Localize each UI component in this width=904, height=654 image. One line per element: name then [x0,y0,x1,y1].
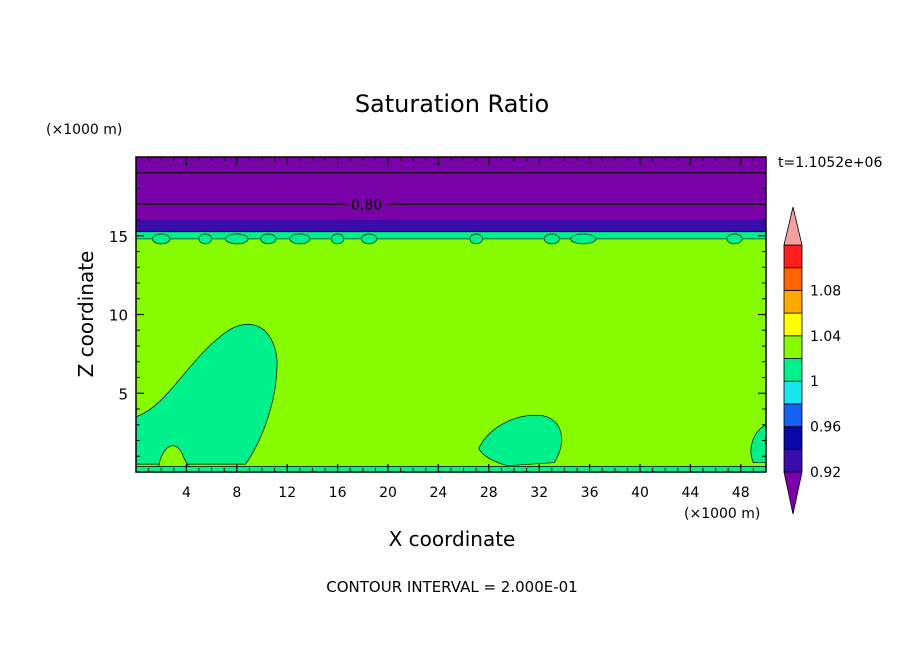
y-tick-label: 10 [109,307,128,325]
region-strip-bump [198,233,212,245]
colorbar-bin [783,403,803,427]
x-tick-label: 16 [329,485,347,501]
region-strip-bump [543,233,560,245]
x-tick-label: 48 [732,485,750,501]
x-tick-label: 8 [232,485,241,501]
colorbar-bin [783,335,803,359]
region-strip-bump [152,233,171,245]
region-blob-left-pocket [158,445,190,468]
region-strip-bump [225,233,249,245]
x-axis-label: X coordinate [389,527,516,551]
region-upper-dry-layer [136,157,766,220]
colorbar-bin [783,448,803,473]
region-strip-bump [331,233,345,245]
colorbar-bin [783,358,803,382]
x-tick-label: 44 [681,485,699,501]
colorbar-tick-label: 0.96 [810,420,841,436]
x-tick-label: 40 [631,485,649,501]
y-unit-label: (×1000 m) [46,122,122,138]
region-blob-left [135,323,278,465]
y-axis-label: Z coordinate [74,251,98,378]
y-tick-label: 5 [118,385,128,403]
chart-title: Saturation Ratio [355,90,549,118]
region-blob-right-edge [750,424,767,463]
x-tick-label: 20 [379,485,397,501]
y-tick-label: 15 [109,228,128,246]
region-strip-bump [469,233,483,245]
colorbar-bin [783,380,803,405]
region-strip-bump [361,233,377,245]
colorbar-under-triangle [783,471,803,515]
contour-label: 0.80 [351,197,382,213]
region-blob-middle [478,414,562,467]
x-tick-label: 28 [480,485,498,501]
colorbar-tick-label: 1.08 [810,283,841,299]
colorbar-tick-label: 1 [810,374,819,390]
x-unit-label: (×1000 m) [684,506,760,522]
colorbar-over-triangle [783,206,803,246]
x-tick-label: 12 [278,485,296,501]
x-tick-label: 4 [182,485,191,501]
colorbar-tick-label: 0.92 [810,465,841,481]
region-strip-bump [726,233,743,245]
colorbar-bin [783,244,803,269]
contour-field [135,157,767,472]
region-strip-bump [289,233,311,245]
colorbar-bin [783,267,803,291]
colorbar: 1.08 1.04 1 0.96 0.92 [783,206,841,515]
colorbar-bin [783,289,803,314]
region-transition-band [136,220,766,232]
contour-interval-footer: CONTOUR INTERVAL = 2.000E-01 [326,578,577,596]
region-strip-bump [570,233,597,245]
x-tick-label: 32 [530,485,548,501]
colorbar-bin [783,312,803,337]
x-tick-label: 24 [429,485,447,501]
colorbar-bin [783,426,803,450]
contour-lines: 0.80 [136,172,766,213]
time-label: t=1.1052e+06 [778,155,882,171]
colorbar-tick-label: 1.04 [810,329,841,345]
x-tick-label: 36 [581,485,599,501]
region-strip-bump [260,233,277,245]
